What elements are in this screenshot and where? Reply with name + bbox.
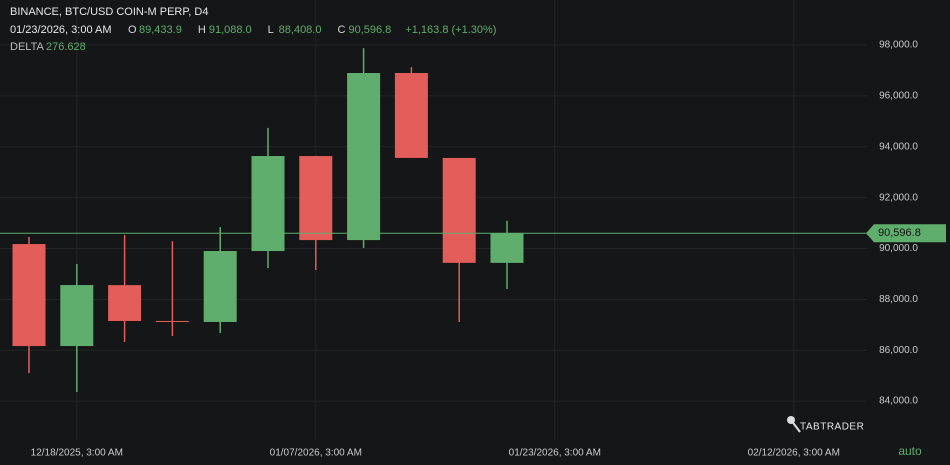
candle-body [299,156,333,241]
price-label: 90,596.8 [878,227,921,239]
candle-body [490,233,524,263]
ohlc-value: 90,596.8 [348,24,391,36]
watermark-logo [787,416,801,433]
ohlc-key: O [128,24,137,36]
y-tick-label: 86,000.0 [879,345,918,356]
x-tick-label: 02/12/2026, 3:00 AM [748,448,840,459]
y-tick-label: 98,000.0 [879,40,918,51]
price-tag [866,224,946,243]
ohlc-key: C [337,24,345,36]
candle-body [442,157,476,263]
x-tick-label: 12/18/2025, 3:00 AM [31,448,123,459]
candle-body [155,320,189,322]
x-tick-label: 01/23/2026, 3:00 AM [509,448,601,459]
ohlc-key: H [198,24,206,36]
y-tick-label: 84,000.0 [879,396,918,407]
chart-title: BINANCE, BTC/USD COIN-M PERP, D4 [10,6,208,18]
y-tick-label: 94,000.0 [879,141,918,152]
change: +1,163.8 (+1.30%) [405,24,496,36]
y-tick-label: 92,000.0 [879,192,918,203]
candle-body [60,285,94,347]
ohlc-value: 88,408.0 [279,24,322,36]
candle-body [394,72,428,158]
indicator-value: 276.628 [46,41,86,53]
candle-body [347,72,381,241]
y-tick-label: 96,000.0 [879,91,918,102]
y-tick-label: 88,000.0 [879,294,918,305]
ohlc-key: L [268,24,274,36]
candle-body [108,285,142,321]
ohlc-value: 89,433.9 [139,24,182,36]
indicator-name: DELTA [10,41,44,53]
header-date: 01/23/2026, 3:00 AM [10,24,112,36]
candle-body [251,156,285,252]
ohlc-value: 91,088.0 [209,24,252,36]
x-tick-label: 01/07/2026, 3:00 AM [270,448,362,459]
watermark: TABTRADER [800,422,864,433]
candle-body [12,244,46,347]
candle-body [203,251,237,322]
scale-mode[interactable]: auto [898,444,922,458]
y-tick-label: 90,000.0 [879,243,918,254]
